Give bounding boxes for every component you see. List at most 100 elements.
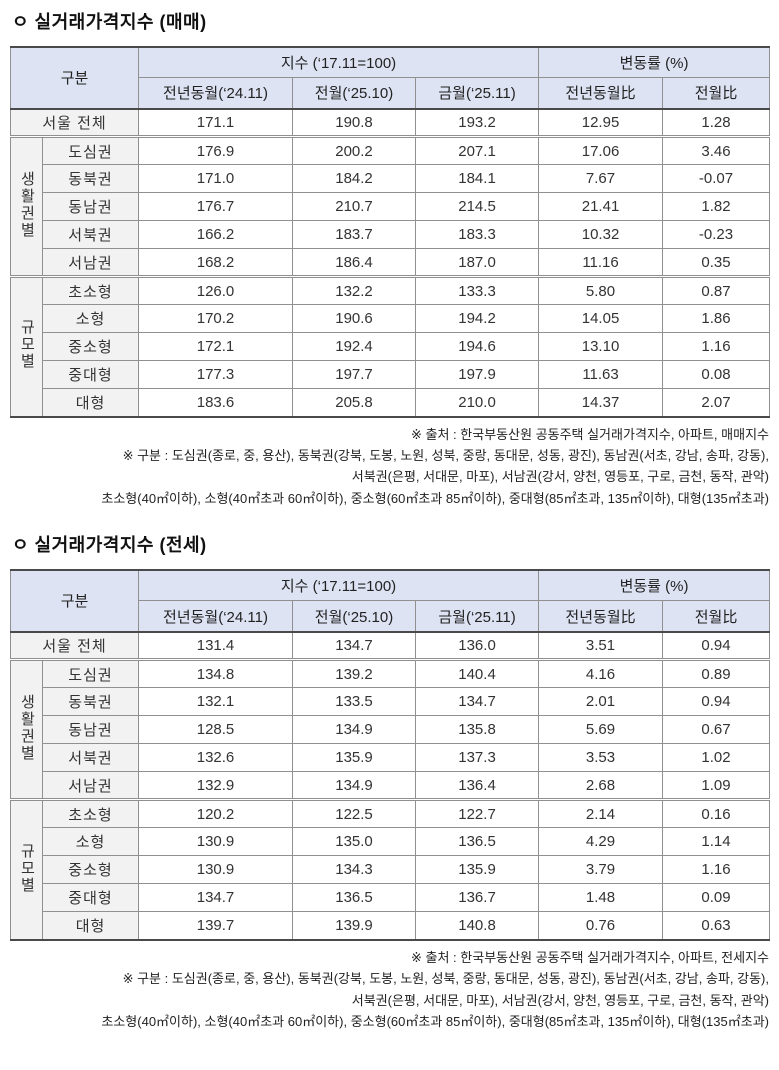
table-row: 동북권 171.0 184.2 184.1 7.67 -0.07 — [11, 164, 771, 194]
table-row: 규모별 초소형 120.2 122.5 122.7 2.14 0.16 — [10, 798, 771, 941]
table-row: 서남권 168.2 186.4 187.0 11.16 0.35 — [11, 248, 771, 278]
table-row: 동북권 132.1 133.5 134.7 2.01 0.94 — [11, 687, 771, 717]
value-cell: 135.0 — [292, 827, 417, 857]
value-cell: -0.07 — [662, 164, 771, 194]
group-label-text: 규모별 — [18, 842, 36, 894]
value-cell: 128.5 — [138, 715, 294, 745]
value-cell: 171.0 — [138, 164, 294, 194]
value-cell: 0.63 — [662, 911, 771, 941]
value-cell: 184.2 — [292, 164, 417, 194]
value-cell: 192.4 — [292, 332, 417, 362]
value-cell: 168.2 — [138, 248, 294, 278]
value-cell: 190.6 — [292, 304, 417, 334]
value-cell: 135.9 — [292, 743, 417, 773]
value-cell: 177.3 — [138, 360, 294, 390]
footnote-category-2: 서북권(은평, 서대문, 마포), 서남권(강서, 양천, 영등포, 구로, 금… — [351, 469, 769, 485]
section-jeonse-index: ㅇ 실거래가격지수 (전세) 구분 지수 (‘17.11=100) 변동률 (%… — [9, 535, 771, 1033]
value-cell: 132.6 — [138, 743, 294, 773]
value-cell: 134.3 — [292, 855, 417, 885]
value-cell: 214.5 — [415, 192, 540, 222]
row-label: 서울 전체 — [9, 630, 140, 661]
value-cell: 4.29 — [538, 827, 664, 857]
table-row: 생활권별 도심권 176.9 200.2 207.1 17.06 3.46 — [10, 135, 771, 278]
col-group-change-header: 변동률 (%) — [538, 569, 771, 602]
value-cell: 134.8 — [138, 658, 294, 689]
value-cell: 194.2 — [415, 304, 540, 334]
table-row: 동남권 176.7 210.7 214.5 21.41 1.82 — [11, 192, 771, 222]
col-header-yoy-change: 전년동월比 — [538, 600, 664, 633]
section-sale-index: ㅇ 실거래가격지수 (매매) 구분 지수 (‘17.11=100) 변동률 (%… — [9, 12, 771, 509]
table-row: 서북권 132.6 135.9 137.3 3.53 1.02 — [11, 743, 771, 773]
table-row: 대형 139.7 139.9 140.8 0.76 0.63 — [11, 911, 771, 941]
value-cell: 135.9 — [415, 855, 540, 885]
value-cell: 7.67 — [538, 164, 664, 194]
row-label: 서북권 — [41, 220, 140, 250]
value-cell: 210.0 — [415, 388, 540, 418]
value-cell: 1.48 — [538, 883, 664, 913]
value-cell: 2.68 — [538, 771, 664, 801]
value-cell: 172.1 — [138, 332, 294, 362]
value-cell: 186.4 — [292, 248, 417, 278]
value-cell: 14.37 — [538, 388, 664, 418]
header-row-groups: 구분 지수 (‘17.11=100) 변동률 (%) — [9, 569, 771, 633]
value-cell: 137.3 — [415, 743, 540, 773]
value-cell: 130.9 — [138, 827, 294, 857]
header-row-columns: 전년동월(‘24.11) 전월(‘25.10) 금월(‘25.11) 전년동월比… — [11, 600, 771, 633]
value-cell: 183.7 — [292, 220, 417, 250]
group-label: 규모별 — [10, 275, 43, 418]
table-row: 대형 183.6 205.8 210.0 14.37 2.07 — [11, 388, 771, 418]
value-cell: 4.16 — [538, 658, 664, 689]
value-cell: 136.0 — [415, 630, 540, 661]
value-cell: 207.1 — [415, 135, 540, 166]
row-label: 중소형 — [41, 855, 140, 885]
footnote-category-1: ※ 구분 : 도심권(종로, 중, 용산), 동북권(강북, 도봉, 노원, 성… — [122, 971, 769, 987]
col-header-current-month: 금월(‘25.11) — [415, 77, 540, 110]
value-cell: 17.06 — [538, 135, 664, 166]
table-row: 생활권별 도심권 134.8 139.2 140.4 4.16 0.89 — [10, 658, 771, 801]
jeonse-index-table: 구분 지수 (‘17.11=100) 변동률 (%) 전년동월(‘24.11) … — [9, 568, 771, 941]
table-row: 중대형 134.7 136.5 136.7 1.48 0.09 — [11, 883, 771, 913]
row-label: 초소형 — [41, 275, 140, 306]
value-cell: 2.14 — [538, 798, 664, 829]
col-group-index-header: 지수 (‘17.11=100) — [138, 569, 540, 602]
value-cell: 136.5 — [415, 827, 540, 857]
value-cell: 1.09 — [662, 771, 771, 801]
section-title-sale: ㅇ 실거래가격지수 (매매) — [12, 12, 207, 32]
value-cell: 14.05 — [538, 304, 664, 334]
value-cell: 183.6 — [138, 388, 294, 418]
col-header-prev-month: 전월(‘25.10) — [292, 600, 417, 633]
value-cell: 0.87 — [662, 275, 771, 306]
header-row-groups: 구분 지수 (‘17.11=100) 변동률 (%) — [9, 46, 771, 110]
footnote-source: ※ 출처 : 한국부동산원 공동주택 실거래가격지수, 아파트, 매매지수 — [411, 426, 769, 442]
value-cell: 194.6 — [415, 332, 540, 362]
group-label-text: 생활권별 — [18, 170, 36, 239]
value-cell: 0.76 — [538, 911, 664, 941]
value-cell: 139.2 — [292, 658, 417, 689]
row-label: 중소형 — [41, 332, 140, 362]
row-label: 소형 — [41, 827, 140, 857]
col-header-gubun: 구분 — [9, 569, 140, 633]
row-label: 중대형 — [41, 360, 140, 390]
value-cell: 135.8 — [415, 715, 540, 745]
value-cell: 0.94 — [662, 630, 771, 661]
row-label: 동남권 — [41, 715, 140, 745]
value-cell: 2.07 — [662, 388, 771, 418]
value-cell: 5.80 — [538, 275, 664, 306]
row-label: 초소형 — [41, 798, 140, 829]
jeonse-footnotes: ※ 출처 : 한국부동산원 공동주택 실거래가격지수, 아파트, 전세지수 ※ … — [10, 947, 769, 1033]
value-cell: 1.86 — [662, 304, 771, 334]
row-label: 도심권 — [41, 135, 140, 166]
value-cell: 3.79 — [538, 855, 664, 885]
sale-table-body: 서울 전체 171.1 190.8 193.2 12.95 1.28 생활권별 도심권 176.… — [9, 107, 771, 418]
jeonse-table-body: 서울 전체 131.4 134.7 136.0 3.51 0.94 생활권별 도심권 134.8… — [9, 630, 771, 941]
footnote-category-3: 초소형(40㎡이하), 소형(40㎡초과 60㎡이하), 중소형(60㎡초과 8… — [101, 490, 769, 506]
value-cell: 140.4 — [415, 658, 540, 689]
section-title-jeonse: ㅇ 실거래가격지수 (전세) — [12, 535, 207, 556]
col-header-current-month: 금월(‘25.11) — [415, 600, 540, 633]
footnote-category-1: ※ 구분 : 도심권(종로, 중, 용산), 동북권(강북, 도봉, 노원, 성… — [122, 448, 769, 464]
value-cell: 176.7 — [138, 192, 294, 222]
value-cell: 2.01 — [538, 687, 664, 717]
col-header-mom-change: 전월比 — [662, 77, 771, 110]
row-label: 대형 — [41, 388, 140, 418]
value-cell: 134.9 — [292, 771, 417, 801]
